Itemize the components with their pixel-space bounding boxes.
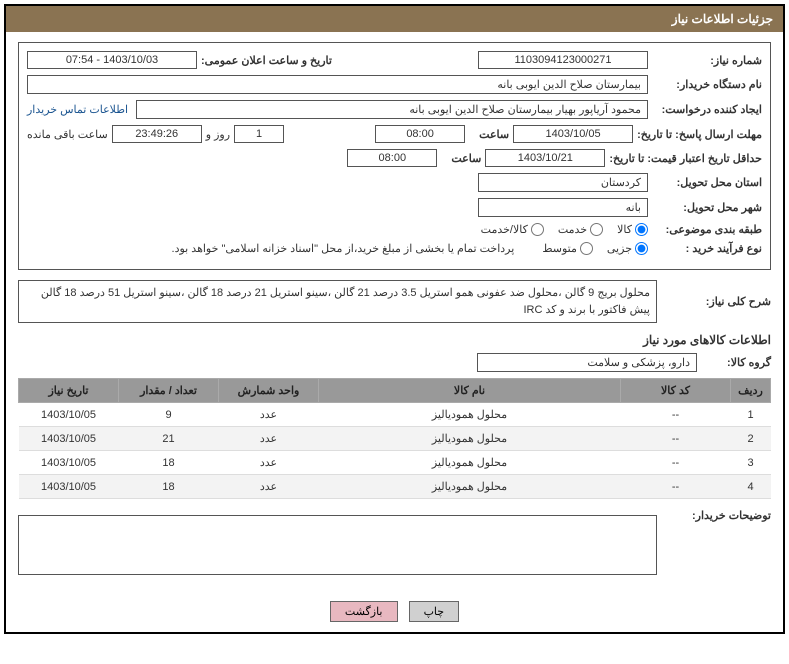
- notes-label: توضیحات خریدار:: [661, 509, 771, 522]
- response-date-field: 1403/10/05: [513, 125, 633, 143]
- notes-box: [18, 515, 657, 575]
- time-label-2: ساعت: [441, 152, 481, 165]
- province-label: استان محل تحویل:: [652, 176, 762, 189]
- contact-link[interactable]: اطلاعات تماس خریدار: [27, 103, 128, 116]
- page-header: جزئیات اطلاعات نیاز: [6, 6, 783, 32]
- validity-date-field: 1403/10/21: [485, 149, 605, 167]
- button-bar: چاپ بازگشت: [6, 591, 783, 632]
- public-announce-label: تاریخ و ساعت اعلان عمومی:: [201, 54, 332, 67]
- back-button[interactable]: بازگشت: [330, 601, 398, 622]
- table-cell: --: [621, 427, 731, 451]
- table-row: 4--محلول همودیالیزعدد181403/10/05: [19, 475, 771, 499]
- category-label: طبقه بندی موضوعی:: [652, 223, 762, 236]
- category-radio-group: کالا خدمت کالا/خدمت: [481, 223, 648, 236]
- table-cell: محلول همودیالیز: [319, 475, 621, 499]
- buyer-org-field: بیمارستان صلاح الدین ایوبی بانه: [27, 75, 648, 94]
- table-cell: --: [621, 451, 731, 475]
- page-title: جزئیات اطلاعات نیاز: [672, 12, 773, 26]
- group-field: دارو، پزشکی و سلامت: [477, 353, 697, 372]
- group-label: گروه کالا:: [701, 356, 771, 369]
- table-cell: 21: [119, 427, 219, 451]
- response-time-field: 08:00: [375, 125, 465, 143]
- radio-both[interactable]: کالا/خدمت: [481, 223, 544, 236]
- table-cell: 1403/10/05: [19, 403, 119, 427]
- table-cell: 1403/10/05: [19, 427, 119, 451]
- response-deadline-label: مهلت ارسال پاسخ: تا تاریخ:: [637, 128, 762, 141]
- buyer-org-label: نام دستگاه خریدار:: [652, 78, 762, 91]
- th-unit: واحد شمارش: [219, 379, 319, 403]
- purchase-type-label: نوع فرآیند خرید :: [652, 242, 762, 255]
- table-cell: 3: [731, 451, 771, 475]
- countdown-field: 23:49:26: [112, 125, 202, 143]
- city-label: شهر محل تحویل:: [652, 201, 762, 214]
- table-cell: 1403/10/05: [19, 451, 119, 475]
- table-row: 2--محلول همودیالیزعدد211403/10/05: [19, 427, 771, 451]
- public-announce-field: 1403/10/03 - 07:54: [27, 51, 197, 69]
- radio-medium[interactable]: متوسط: [542, 242, 593, 255]
- time-label-1: ساعت: [469, 128, 509, 141]
- th-qty: تعداد / مقدار: [119, 379, 219, 403]
- table-cell: عدد: [219, 451, 319, 475]
- table-cell: 1403/10/05: [19, 475, 119, 499]
- th-name: نام کالا: [319, 379, 621, 403]
- days-field: 1: [234, 125, 284, 143]
- requester-field: محمود آریاپور بهیار بیمارستان صلاح الدین…: [136, 100, 648, 119]
- th-date: تاریخ نیاز: [19, 379, 119, 403]
- city-field: بانه: [478, 198, 648, 217]
- need-number-label: شماره نیاز:: [652, 54, 762, 67]
- radio-goods[interactable]: کالا: [617, 223, 648, 236]
- table-cell: 1: [731, 403, 771, 427]
- table-cell: عدد: [219, 403, 319, 427]
- main-container: جزئیات اطلاعات نیاز شماره نیاز: 11030941…: [4, 4, 785, 634]
- need-info-section: شماره نیاز: 1103094123000271 تاریخ و ساع…: [18, 42, 771, 270]
- table-cell: --: [621, 403, 731, 427]
- payment-note: پرداخت تمام یا بخشی از مبلغ خرید،از محل …: [172, 242, 515, 255]
- table-cell: 18: [119, 451, 219, 475]
- table-header-row: ردیف کد کالا نام کالا واحد شمارش تعداد /…: [19, 379, 771, 403]
- table-cell: 2: [731, 427, 771, 451]
- table-cell: عدد: [219, 427, 319, 451]
- radio-small[interactable]: جزیی: [607, 242, 648, 255]
- table-cell: محلول همودیالیز: [319, 427, 621, 451]
- table-cell: عدد: [219, 475, 319, 499]
- purchase-type-radio-group: جزیی متوسط: [542, 242, 648, 255]
- th-code: کد کالا: [621, 379, 731, 403]
- radio-service[interactable]: خدمت: [558, 223, 603, 236]
- remain-label: ساعت باقی مانده: [27, 128, 108, 141]
- goods-section-title: اطلاعات کالاهای مورد نیاز: [18, 333, 771, 347]
- need-number-field: 1103094123000271: [478, 51, 648, 69]
- table-row: 3--محلول همودیالیزعدد181403/10/05: [19, 451, 771, 475]
- days-label: روز و: [206, 128, 230, 141]
- table-cell: محلول همودیالیز: [319, 451, 621, 475]
- table-cell: 4: [731, 475, 771, 499]
- table-cell: 18: [119, 475, 219, 499]
- validity-time-field: 08:00: [347, 149, 437, 167]
- summary-field: محلول بریج 9 گالن ،محلول ضد عفونی همو اس…: [18, 280, 657, 323]
- goods-table: ردیف کد کالا نام کالا واحد شمارش تعداد /…: [18, 378, 771, 499]
- province-field: کردستان: [478, 173, 648, 192]
- th-row: ردیف: [731, 379, 771, 403]
- table-cell: محلول همودیالیز: [319, 403, 621, 427]
- summary-label: شرح کلی نیاز:: [661, 295, 771, 308]
- requester-label: ایجاد کننده درخواست:: [652, 103, 762, 116]
- table-row: 1--محلول همودیالیزعدد91403/10/05: [19, 403, 771, 427]
- table-cell: --: [621, 475, 731, 499]
- print-button[interactable]: چاپ: [409, 601, 460, 622]
- validity-label: حداقل تاریخ اعتبار قیمت: تا تاریخ:: [609, 152, 762, 165]
- table-cell: 9: [119, 403, 219, 427]
